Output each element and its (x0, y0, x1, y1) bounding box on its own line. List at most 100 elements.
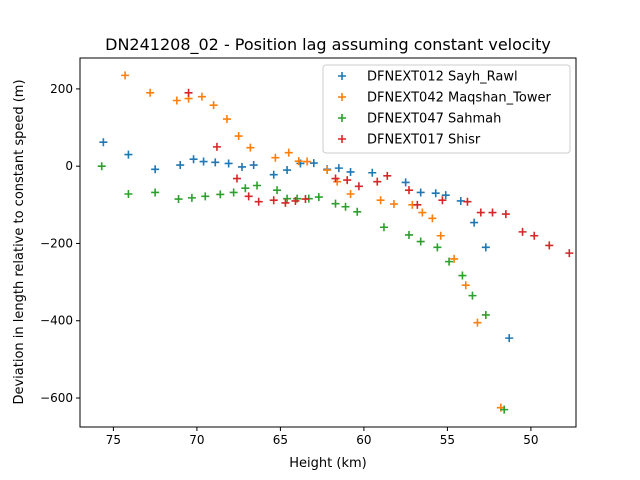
data-point (201, 192, 210, 201)
x-tick-label: 50 (523, 433, 538, 447)
legend-box (322, 64, 571, 154)
data-point (187, 193, 196, 202)
data-points (97, 71, 574, 414)
data-point (269, 170, 278, 179)
legend-marker (338, 93, 346, 101)
data-point (545, 241, 554, 250)
data-point (216, 190, 225, 199)
series-points (97, 162, 509, 414)
data-point (481, 310, 490, 319)
data-point (314, 193, 323, 202)
data-point (404, 186, 413, 195)
data-point (301, 195, 310, 204)
data-point (343, 176, 352, 185)
data-point (565, 249, 574, 258)
y-tick-label: 200 (50, 82, 73, 96)
data-point (468, 291, 477, 300)
data-point (473, 318, 482, 327)
data-point (488, 208, 497, 217)
data-point (246, 143, 255, 152)
data-point (530, 231, 539, 240)
data-point (418, 208, 427, 217)
data-point (234, 132, 243, 141)
data-point (433, 243, 442, 252)
data-point (389, 200, 398, 209)
data-point (323, 166, 332, 175)
data-point (294, 157, 303, 166)
x-tick-label: 75 (106, 433, 121, 447)
data-point (461, 281, 470, 290)
data-point (413, 200, 422, 209)
data-point (431, 189, 440, 198)
data-point (97, 162, 106, 171)
data-point (212, 142, 221, 151)
data-point (383, 171, 392, 180)
data-point (124, 150, 133, 159)
data-point (254, 197, 263, 206)
data-point (284, 148, 293, 157)
data-point (232, 174, 241, 183)
data-point (456, 196, 465, 205)
data-point (197, 92, 206, 101)
data-point (124, 190, 133, 199)
data-point (269, 196, 278, 205)
data-point (376, 196, 385, 205)
x-axis-label: Height (km) (289, 456, 366, 471)
data-point (436, 231, 445, 240)
data-point (445, 257, 454, 266)
data-point (281, 198, 290, 207)
y-tick-label: −600 (40, 391, 73, 405)
data-point (331, 199, 340, 208)
data-point (253, 181, 262, 190)
data-point (99, 138, 108, 147)
legend: DFNEXT012 Sayh_Rawl DFNEXT042 Maqshan_Tow… (322, 64, 571, 154)
data-point (331, 174, 340, 183)
y-axis-label: Deviation in length relative to constant… (12, 79, 27, 404)
axes-frame (79, 57, 577, 428)
legend-marker (338, 72, 346, 80)
data-point (458, 271, 467, 280)
data-point (428, 214, 437, 223)
data-point (222, 115, 231, 124)
data-point (438, 196, 447, 205)
data-point (172, 96, 181, 105)
legend-marker (338, 114, 346, 122)
data-point (244, 192, 253, 201)
legend-label: DFNEXT017 Shisr (367, 133, 481, 148)
data-point (224, 159, 233, 168)
data-point (501, 210, 510, 219)
data-point (441, 191, 450, 200)
data-point (271, 153, 280, 162)
data-point (353, 207, 362, 216)
data-point (283, 166, 292, 175)
data-point (151, 188, 160, 197)
data-point (416, 188, 425, 197)
data-point (229, 188, 238, 197)
data-point (518, 227, 527, 236)
x-tick-label: 60 (356, 433, 371, 447)
series-points (184, 88, 574, 258)
data-point (346, 190, 355, 199)
legend-label: DFNEXT047 Sahmah (367, 112, 501, 127)
data-point (184, 88, 193, 97)
data-point (189, 155, 198, 164)
data-point (211, 158, 220, 167)
data-point (481, 243, 490, 252)
y-tick-label: −400 (40, 314, 73, 328)
data-point (309, 159, 318, 168)
chart-title: DN241208_02 - Position lag assuming cons… (105, 35, 551, 55)
series-points (121, 71, 505, 412)
data-point (341, 202, 350, 211)
data-point (151, 165, 160, 174)
data-point (146, 88, 155, 97)
y-tick-label: −200 (40, 236, 73, 250)
data-point (121, 71, 130, 80)
data-point (505, 334, 514, 343)
legend-label: DFNEXT042 Maqshan_Tower (367, 91, 551, 106)
data-point (174, 195, 183, 204)
data-point (354, 182, 363, 191)
x-tick-label: 70 (189, 433, 204, 447)
data-point (303, 157, 312, 166)
legend-marker (338, 135, 346, 143)
data-point (476, 208, 485, 217)
